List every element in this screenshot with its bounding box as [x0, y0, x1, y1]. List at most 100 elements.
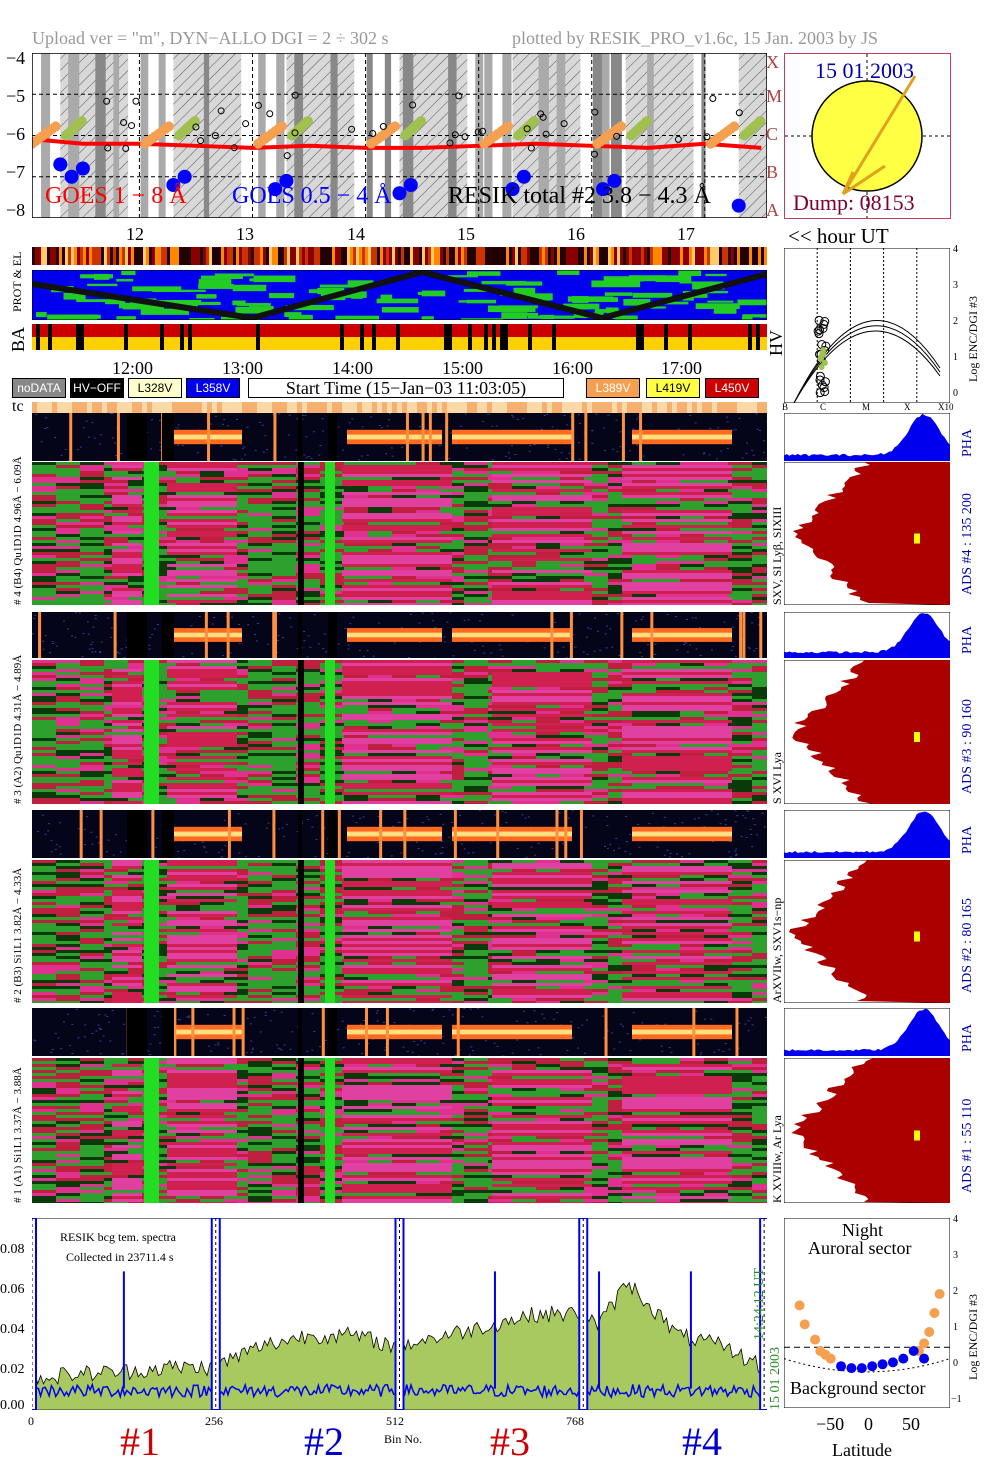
- pha-spike: [639, 413, 643, 461]
- strip-cell: [704, 247, 707, 265]
- strip-cell: [551, 247, 554, 265]
- ads-hot: [492, 690, 592, 693]
- ads-cell: [248, 543, 272, 546]
- hv-cell: [308, 337, 312, 350]
- ads-cell: [200, 729, 224, 732]
- hv-cell: [504, 337, 508, 350]
- ba-cell: [384, 324, 388, 337]
- ads-hot: [342, 552, 452, 555]
- ads-cell: [32, 678, 56, 681]
- tc-strip: [32, 402, 767, 414]
- ads-cell: [56, 750, 80, 753]
- ads-cell: [608, 603, 632, 605]
- pha-noise: [449, 432, 452, 434]
- pha-noise: [746, 442, 749, 444]
- ads-cell: [728, 756, 752, 759]
- pha-noise: [230, 616, 233, 618]
- ads-cell: [608, 483, 632, 486]
- ba-cell: [516, 324, 520, 337]
- ads-cell: [128, 480, 152, 483]
- ads-cell: [248, 780, 272, 783]
- pha-noise: [547, 447, 550, 449]
- ads-cell: [440, 567, 464, 570]
- ads-cell: [584, 681, 608, 684]
- tc-cell: [727, 402, 732, 414]
- hv-cell: [144, 337, 148, 350]
- pha-noise: [44, 428, 47, 430]
- ads-cell: [752, 759, 767, 762]
- resik-point: [539, 113, 547, 121]
- ads-cell: [200, 471, 224, 474]
- pha-noise: [87, 436, 90, 438]
- ads-cell: [728, 795, 752, 798]
- ads-cell: [632, 771, 656, 774]
- ads-cell: [584, 528, 608, 531]
- ads-hot: [112, 723, 142, 726]
- ads-cell: [728, 531, 752, 534]
- prot-patch: [105, 299, 126, 305]
- ads-cell: [80, 762, 104, 765]
- ads-cell: [32, 684, 56, 687]
- ads-cell: [752, 573, 767, 576]
- hv-cell: [696, 337, 700, 350]
- ads-cell: [464, 705, 488, 708]
- ads-cell: [752, 603, 767, 605]
- ads-cell: [608, 717, 632, 720]
- prot-patch: [232, 300, 246, 306]
- ads-cell: [488, 717, 512, 720]
- ads-cell: [368, 507, 392, 510]
- ads-cell: [440, 708, 464, 711]
- ads-hot: [342, 684, 452, 687]
- ads-profile: [784, 462, 950, 605]
- ads-cell: [752, 570, 767, 573]
- ba-cell: [80, 324, 84, 337]
- ads-cell: [512, 801, 536, 804]
- resik-point: [254, 101, 262, 109]
- ads-hot: [112, 501, 142, 504]
- ads-hot: [492, 777, 592, 780]
- ads-cell: [80, 714, 104, 717]
- ads-hot: [622, 597, 732, 600]
- strip-cell: [194, 247, 197, 265]
- pha-noise: [591, 430, 594, 432]
- goes054-point: [505, 182, 520, 197]
- ads-cell: [464, 489, 488, 492]
- strip-cell: [707, 247, 710, 265]
- strip-cell: [560, 247, 563, 265]
- strip-cell: [116, 247, 119, 265]
- pha-noise: [654, 643, 657, 645]
- enc-xtick: X: [904, 402, 911, 412]
- ads-cell: [296, 528, 320, 531]
- ads-cell: [728, 498, 752, 501]
- orbit-track: [32, 270, 767, 320]
- ads-cell: [752, 507, 767, 510]
- ads-cell: [608, 597, 632, 600]
- prot-patch: [121, 270, 136, 276]
- ads-cell: [272, 690, 296, 693]
- ads-cell: [248, 537, 272, 540]
- ads-cell: [608, 477, 632, 480]
- ads-hot: [342, 738, 452, 741]
- ads-hot: [342, 765, 452, 768]
- ads-cell: [296, 780, 320, 783]
- hv-cell: [260, 337, 264, 350]
- ads-cell: [608, 516, 632, 519]
- ads-cell: [752, 774, 767, 777]
- ads-cell: [392, 576, 416, 579]
- ads-cell: [752, 783, 767, 786]
- ads-cell: [272, 555, 296, 558]
- prot-patch: [591, 280, 641, 288]
- ads-hot: [167, 534, 237, 537]
- ads-cell: [32, 600, 56, 603]
- pha-noise: [317, 643, 320, 645]
- ads-cell: [512, 774, 536, 777]
- hv-cell: [700, 337, 704, 350]
- ads-cell: [200, 537, 224, 540]
- ads-cell: [56, 735, 80, 738]
- ba-cell: [640, 324, 644, 337]
- hv-cell: [760, 337, 764, 350]
- strip-cell: [344, 247, 347, 265]
- pha-noise: [726, 421, 729, 423]
- enc-point: [820, 377, 830, 387]
- prot-patch: [376, 298, 419, 304]
